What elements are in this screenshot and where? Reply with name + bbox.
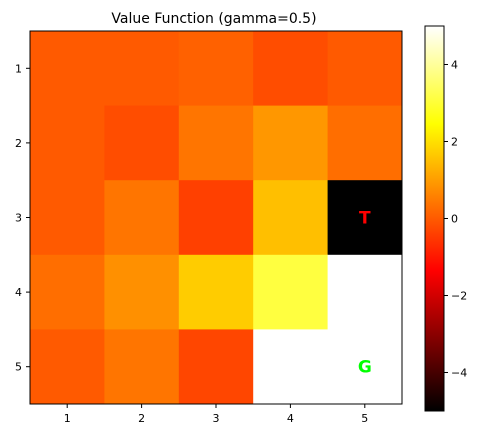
heatmap-cell-r2-c4: [253, 105, 329, 181]
heatmap-cell-r1-c5: [327, 31, 403, 107]
colorbar: [424, 25, 445, 412]
heatmap-cell-r5-c1: [30, 329, 105, 405]
colorbar-tick-label: −2: [451, 290, 467, 303]
cell-annotation-t: T: [359, 209, 371, 229]
heatmap-cell-r1-c4: [253, 31, 329, 107]
y-tick-label: 4: [15, 286, 22, 299]
heatmap-cell-r4-c1: [30, 254, 105, 330]
heatmap-cell-r2-c2: [104, 105, 180, 181]
x-tick-label: 1: [64, 412, 71, 425]
heatmap-cell-r3-c4: [253, 180, 329, 256]
colorbar-ticks: −4 −2 0 2 4: [444, 59, 467, 380]
heatmap-cell-r3-c2: [104, 180, 180, 256]
colorbar-tick-label: 0: [451, 213, 458, 226]
heatmap-cell-r5-c4: [253, 329, 329, 405]
x-tick-label: 4: [287, 412, 294, 425]
heatmap-cell-r5-c5: [327, 329, 403, 405]
y-tick-label: 1: [15, 62, 22, 75]
heatmap-cell-r4-c5: [327, 254, 403, 330]
heatmap-cell-r3-c1: [30, 180, 105, 256]
heatmap-cell-r4-c2: [104, 254, 180, 330]
heatmap-cells: [30, 31, 403, 405]
y-tick-label: 5: [15, 361, 22, 374]
chart-title: Value Function (gamma=0.5): [111, 11, 316, 27]
colorbar-tick-label: 2: [451, 136, 458, 149]
heatmap-cell-r5-c3: [178, 329, 254, 405]
heatmap-cell-r4-c4: [253, 254, 329, 330]
heatmap-cell-r3-c5: [327, 180, 403, 256]
heatmap-cell-r4-c3: [178, 254, 254, 330]
heatmap-cell-r3-c3: [178, 180, 254, 256]
colorbar-tick-label: 4: [451, 59, 458, 72]
cell-annotations: TG: [358, 209, 372, 378]
heatmap-cell-r1-c1: [30, 31, 105, 107]
x-tick-label: 5: [361, 412, 368, 425]
heatmap-cell-r2-c5: [327, 105, 403, 181]
heatmap-cell-r5-c2: [104, 329, 180, 405]
x-tick-label: 2: [138, 412, 145, 425]
y-tick-label: 2: [15, 137, 22, 150]
y-tick-label: 3: [15, 212, 22, 225]
heatmap-cell-r1-c3: [178, 31, 254, 107]
heatmap-cell-r2-c1: [30, 105, 105, 181]
x-tick-label: 3: [213, 412, 220, 425]
heatmap-cell-r1-c2: [104, 31, 180, 107]
y-axis: 1 2 3 4 5: [15, 62, 30, 374]
x-axis: 1 2 3 4 5: [64, 404, 368, 425]
heatmap-cell-r2-c3: [178, 105, 254, 181]
cell-annotation-g: G: [358, 358, 372, 378]
colorbar-tick-label: −4: [451, 367, 467, 380]
